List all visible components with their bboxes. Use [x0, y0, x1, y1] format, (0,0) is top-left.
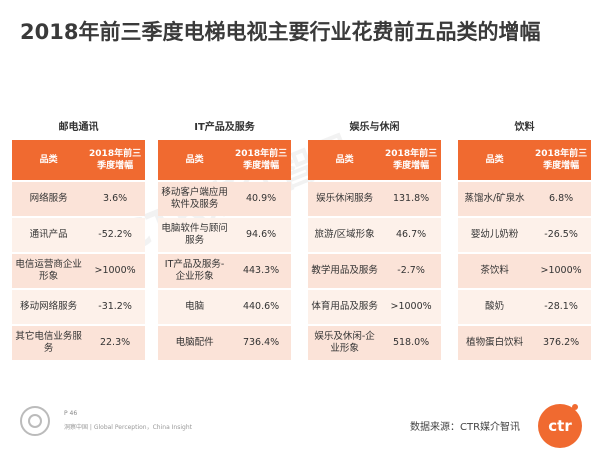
table-header-row: 品类 2018年前三季度增幅: [158, 140, 291, 180]
table-row: 通讯产品 -52.2%: [12, 218, 145, 252]
table-row: 娱乐休闲服务 131.8%: [308, 182, 441, 216]
data-source: 数据来源：CTR媒介智讯: [410, 422, 521, 433]
table-row: 电脑软件与顾问服务 94.6%: [158, 218, 291, 252]
table-header-row: 品类 2018年前三季度增幅: [308, 140, 441, 180]
table-row: 植物蛋白饮料 376.2%: [458, 326, 591, 360]
cell-category: 移动客户端应用软件及服务: [158, 182, 232, 216]
cell-category: 电脑软件与顾问服务: [158, 218, 232, 252]
table-header-row: 品类 2018年前三季度增幅: [458, 140, 591, 180]
panel-entertainment: 娱乐与休闲 品类 2018年前三季度增幅 娱乐休闲服务 131.8% 旅游/区域形…: [308, 122, 441, 362]
header-growth: 2018年前三季度增幅: [381, 140, 441, 180]
cell-category: IT产品及服务-企业形象: [158, 254, 232, 288]
cell-category: 电脑配件: [158, 326, 232, 360]
cell-growth: -52.2%: [85, 218, 145, 252]
cell-growth: -26.5%: [531, 218, 591, 252]
cell-growth: -28.1%: [531, 290, 591, 324]
cell-category: 电信运营商企业形象: [12, 254, 86, 288]
page-title: 2018年前三季度电梯电视主要行业花费前五品类的增幅: [20, 20, 541, 44]
ctr-logo-icon: ctr: [538, 404, 582, 448]
cell-category: 教学用品及服务: [308, 254, 382, 288]
panel-telecom: 邮电通讯 品类 2018年前三季度增幅 网络服务 3.6% 通讯产品 -52.2% …: [12, 122, 145, 362]
panel-title: 饮料: [514, 122, 535, 133]
table-row: 电信运营商企业形象 >1000%: [12, 254, 145, 288]
page-number: P 46: [64, 410, 78, 417]
table-row: 电脑配件 736.4%: [158, 326, 291, 360]
header-category: 品类: [12, 140, 86, 180]
table-row: 旅游/区域形象 46.7%: [308, 218, 441, 252]
header-category: 品类: [308, 140, 382, 180]
panel-title: IT产品及服务: [194, 122, 255, 133]
cell-growth: >1000%: [85, 254, 145, 288]
cell-growth: 518.0%: [381, 326, 441, 360]
panel-it: IT产品及服务 品类 2018年前三季度增幅 移动客户端应用软件及服务 40.9%…: [158, 122, 291, 362]
table-row: 其它电信业务服务 22.3%: [12, 326, 145, 360]
cell-category: 植物蛋白饮料: [458, 326, 532, 360]
header-category: 品类: [458, 140, 532, 180]
cell-category: 移动网络服务: [12, 290, 86, 324]
cell-category: 茶饮料: [458, 254, 532, 288]
cell-category: 旅游/区域形象: [308, 218, 382, 252]
panel-title: 娱乐与休闲: [349, 122, 400, 133]
cell-growth: 3.6%: [85, 182, 145, 216]
table-row: 网络服务 3.6%: [12, 182, 145, 216]
cell-growth: 40.9%: [231, 182, 291, 216]
cell-growth: 443.3%: [231, 254, 291, 288]
cell-category: 其它电信业务服务: [12, 326, 86, 360]
category-table: 品类 2018年前三季度增幅 娱乐休闲服务 131.8% 旅游/区域形象 46.7%…: [308, 138, 441, 362]
footer: P 46 洞察中国 | Global Perception，China Insi…: [0, 402, 600, 450]
cell-growth: -31.2%: [85, 290, 145, 324]
category-table: 品类 2018年前三季度增幅 移动客户端应用软件及服务 40.9% 电脑软件与顾问…: [158, 138, 291, 362]
cell-category: 酸奶: [458, 290, 532, 324]
panel-beverage: 饮料 品类 2018年前三季度增幅 蒸馏水/矿泉水 6.8% 婴幼儿奶粉 -26.5…: [458, 122, 591, 362]
cell-category: 婴幼儿奶粉: [458, 218, 532, 252]
header-category: 品类: [158, 140, 232, 180]
header-growth: 2018年前三季度增幅: [231, 140, 291, 180]
table-row: IT产品及服务-企业形象 443.3%: [158, 254, 291, 288]
cell-growth: 6.8%: [531, 182, 591, 216]
table-row: 移动网络服务 -31.2%: [12, 290, 145, 324]
table-row: 酸奶 -28.1%: [458, 290, 591, 324]
table-row: 婴幼儿奶粉 -26.5%: [458, 218, 591, 252]
category-table: 品类 2018年前三季度增幅 网络服务 3.6% 通讯产品 -52.2% 电信运营商…: [12, 138, 145, 362]
cell-category: 体育用品及服务: [308, 290, 382, 324]
cell-growth: 94.6%: [231, 218, 291, 252]
cell-growth: 131.8%: [381, 182, 441, 216]
cell-growth: 46.7%: [381, 218, 441, 252]
table-row: 茶饮料 >1000%: [458, 254, 591, 288]
cell-growth: >1000%: [381, 290, 441, 324]
cell-growth: >1000%: [531, 254, 591, 288]
header-growth: 2018年前三季度增幅: [85, 140, 145, 180]
table-row: 蒸馏水/矿泉水 6.8%: [458, 182, 591, 216]
footer-credit: 洞察中国 | Global Perception，China Insight: [64, 424, 192, 431]
cell-growth: 440.6%: [231, 290, 291, 324]
category-table: 品类 2018年前三季度增幅 蒸馏水/矿泉水 6.8% 婴幼儿奶粉 -26.5% 茶…: [458, 138, 591, 362]
cell-category: 娱乐及休闲-企业形象: [308, 326, 382, 360]
cell-category: 电脑: [158, 290, 232, 324]
table-header-row: 品类 2018年前三季度增幅: [12, 140, 145, 180]
table-row: 体育用品及服务 >1000%: [308, 290, 441, 324]
cell-category: 通讯产品: [12, 218, 86, 252]
cell-growth: 22.3%: [85, 326, 145, 360]
table-row: 教学用品及服务 -2.7%: [308, 254, 441, 288]
cell-growth: 376.2%: [531, 326, 591, 360]
logo-dot-icon: [572, 404, 578, 410]
table-row: 电脑 440.6%: [158, 290, 291, 324]
cell-category: 网络服务: [12, 182, 86, 216]
cell-growth: -2.7%: [381, 254, 441, 288]
cell-category: 蒸馏水/矿泉水: [458, 182, 532, 216]
table-row: 移动客户端应用软件及服务 40.9%: [158, 182, 291, 216]
cell-growth: 736.4%: [231, 326, 291, 360]
cell-category: 娱乐休闲服务: [308, 182, 382, 216]
header-growth: 2018年前三季度增幅: [531, 140, 591, 180]
seal-icon: [20, 406, 50, 436]
table-row: 娱乐及休闲-企业形象 518.0%: [308, 326, 441, 360]
panel-title: 邮电通讯: [58, 122, 99, 133]
